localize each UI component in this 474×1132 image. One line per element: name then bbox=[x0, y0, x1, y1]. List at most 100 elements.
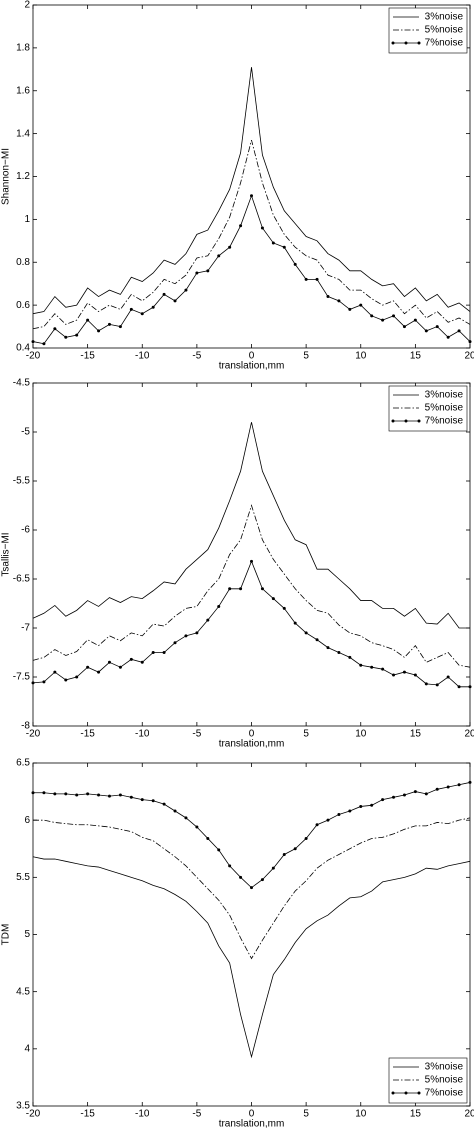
x-tick-label: -10 bbox=[135, 351, 150, 362]
point bbox=[250, 194, 253, 198]
y-tick-label: -5.5 bbox=[13, 476, 31, 487]
point bbox=[64, 792, 68, 796]
point bbox=[31, 681, 35, 685]
point bbox=[293, 621, 297, 625]
x-tick-label: -5 bbox=[192, 351, 201, 362]
plot-area bbox=[32, 762, 471, 1107]
point bbox=[173, 809, 177, 813]
y-tick-label: -5 bbox=[21, 427, 30, 438]
series-line bbox=[32, 504, 471, 668]
point bbox=[53, 327, 57, 331]
point bbox=[228, 245, 232, 249]
point bbox=[64, 678, 68, 682]
x-axis-label: translation,mm bbox=[219, 1119, 285, 1130]
point bbox=[260, 587, 264, 591]
point bbox=[184, 816, 188, 820]
point bbox=[326, 295, 330, 299]
legend-marker bbox=[417, 1091, 421, 1095]
point bbox=[260, 878, 264, 882]
x-tick-label: 10 bbox=[355, 1109, 367, 1120]
point bbox=[140, 660, 144, 664]
point bbox=[97, 793, 101, 797]
point bbox=[457, 329, 461, 333]
x-tick-label: 5 bbox=[303, 729, 309, 740]
point bbox=[271, 241, 275, 245]
y-tick-label: -6.5 bbox=[13, 574, 31, 585]
point bbox=[162, 651, 166, 654]
plot-area bbox=[32, 382, 471, 727]
x-tick-label: 0 bbox=[249, 1109, 255, 1120]
series-line bbox=[32, 856, 471, 1059]
x-tick-label: -5 bbox=[192, 729, 201, 740]
point bbox=[118, 793, 122, 797]
point bbox=[42, 680, 46, 684]
x-tick-label: -20 bbox=[26, 729, 41, 740]
point bbox=[402, 325, 406, 329]
y-tick-label: 5 bbox=[24, 929, 30, 940]
point bbox=[271, 597, 275, 601]
point bbox=[239, 224, 243, 228]
point bbox=[315, 823, 319, 827]
point bbox=[129, 657, 133, 661]
point bbox=[75, 675, 79, 679]
x-tick-label: -15 bbox=[80, 351, 95, 362]
y-tick-label: 5.5 bbox=[16, 872, 30, 883]
x-tick-label: 15 bbox=[410, 351, 422, 362]
point bbox=[53, 792, 57, 796]
point bbox=[293, 847, 297, 851]
legend-marker bbox=[391, 41, 395, 45]
point bbox=[64, 335, 68, 339]
point bbox=[107, 794, 111, 798]
point bbox=[348, 655, 352, 659]
legend-label: 7%noise bbox=[425, 416, 464, 427]
point bbox=[97, 670, 101, 674]
legend-box bbox=[388, 1057, 468, 1104]
point bbox=[468, 780, 472, 784]
point bbox=[413, 790, 417, 794]
legend-box bbox=[388, 7, 468, 54]
y-tick-label: 6.5 bbox=[16, 758, 30, 769]
point bbox=[413, 673, 417, 677]
point bbox=[239, 875, 243, 879]
point bbox=[392, 795, 396, 799]
x-tick-label: -20 bbox=[26, 351, 41, 362]
point bbox=[446, 675, 450, 679]
x-tick-label: 20 bbox=[464, 351, 474, 362]
point bbox=[424, 682, 428, 686]
point bbox=[282, 606, 286, 610]
series-line bbox=[32, 422, 470, 629]
point bbox=[446, 785, 450, 789]
point bbox=[228, 864, 232, 868]
point bbox=[206, 836, 210, 840]
x-tick-label: 10 bbox=[355, 729, 367, 740]
x-tick-label: 5 bbox=[303, 1109, 309, 1120]
y-tick-label: -8 bbox=[21, 721, 30, 732]
legend-marker bbox=[391, 419, 395, 423]
point bbox=[413, 318, 417, 322]
point bbox=[184, 634, 188, 638]
y-tick-label: -4.5 bbox=[13, 378, 31, 389]
point bbox=[381, 798, 385, 802]
legend-label: 5%noise bbox=[425, 403, 464, 414]
x-tick-label: 5 bbox=[303, 351, 309, 362]
legend-marker bbox=[391, 1091, 395, 1095]
point bbox=[315, 638, 319, 642]
point bbox=[129, 307, 133, 311]
point bbox=[359, 303, 363, 307]
point bbox=[75, 793, 79, 797]
y-tick-label: 1.8 bbox=[16, 43, 30, 54]
point bbox=[140, 798, 144, 802]
legend-marker bbox=[417, 419, 421, 423]
point bbox=[31, 340, 35, 344]
legend-label: 7%noise bbox=[425, 1088, 464, 1099]
point bbox=[118, 325, 122, 329]
point bbox=[97, 329, 101, 333]
y-tick-label: -7.5 bbox=[13, 672, 31, 683]
x-tick-label: 15 bbox=[410, 1109, 422, 1120]
x-tick-label: -15 bbox=[80, 1109, 95, 1120]
point bbox=[173, 299, 177, 303]
y-tick-label: 0.8 bbox=[16, 257, 30, 268]
point bbox=[195, 271, 199, 275]
